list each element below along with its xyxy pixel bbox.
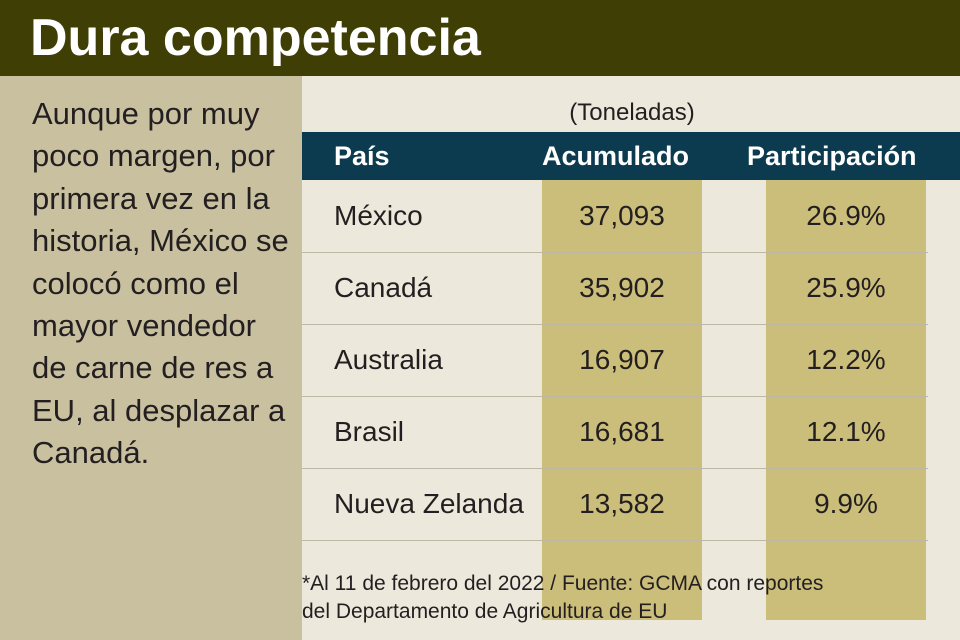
table-row: Australia 16,907 12.2%	[302, 324, 928, 397]
country-cell: Brasil	[334, 416, 405, 447]
accumulated-cell: 37,093	[579, 200, 665, 231]
country-cell: Canadá	[334, 272, 433, 303]
accumulated-cell: 35,902	[579, 272, 665, 303]
share-cell: 9.9%	[814, 488, 878, 519]
source-footnote: *Al 11 de febrero del 2022 / Fuente: GCM…	[302, 570, 960, 626]
column-header-country: País	[334, 141, 390, 171]
table-row: Nueva Zelanda 13,582 9.9%	[302, 468, 928, 541]
sidebar-description: Aunque por muy poco margen, por primera …	[32, 96, 289, 471]
table-row: Brasil 16,681 12.1%	[302, 396, 928, 469]
units-label: (Toneladas)	[569, 99, 695, 126]
share-column-highlight	[766, 180, 926, 620]
table-row: Canadá 35,902 25.9%	[302, 252, 928, 325]
country-cell: Nueva Zelanda	[334, 488, 524, 519]
share-cell: 12.1%	[806, 416, 886, 447]
footnote-line-2: del Departamento de Agricultura de EU	[302, 600, 668, 623]
accumulated-column-highlight	[542, 180, 702, 620]
footnote-line-1: *Al 11 de febrero del 2022 / Fuente: GCM…	[302, 572, 824, 595]
share-cell: 26.9%	[806, 200, 886, 231]
sidebar-panel: Aunque por muy poco margen, por primera …	[0, 76, 302, 640]
country-cell: México	[334, 200, 423, 231]
accumulated-cell: 13,582	[579, 488, 665, 519]
share-cell: 12.2%	[806, 344, 886, 375]
column-header-share: Participación	[747, 141, 917, 171]
accumulated-cell: 16,907	[579, 344, 665, 375]
table-panel: (Toneladas) País Acumulado Participación…	[302, 76, 960, 640]
share-cell: 25.9%	[806, 272, 886, 303]
accumulated-cell: 16,681	[579, 416, 665, 447]
country-cell: Australia	[334, 344, 443, 375]
header-bar: Dura competencia	[0, 0, 960, 76]
column-header-accumulated: Acumulado	[542, 141, 690, 171]
page-title: Dura competencia	[30, 9, 481, 67]
table-header: País Acumulado Participación	[302, 132, 960, 180]
table-row: México 37,093 26.9%	[302, 180, 928, 253]
